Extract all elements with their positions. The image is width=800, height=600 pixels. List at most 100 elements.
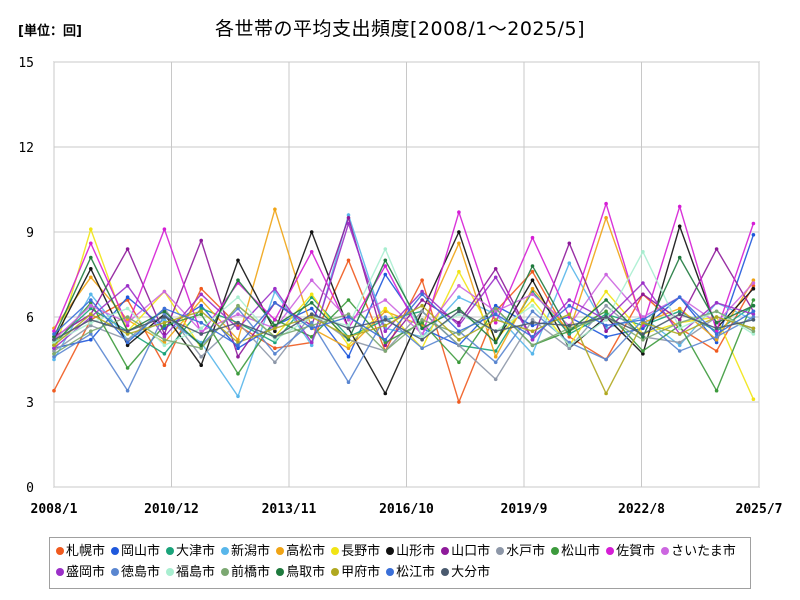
data-point bbox=[162, 320, 167, 325]
legend-item: 札幌市 bbox=[56, 541, 105, 562]
data-point bbox=[641, 318, 645, 322]
data-point bbox=[52, 343, 56, 348]
data-point bbox=[125, 320, 130, 325]
series-line bbox=[53, 310, 754, 341]
data-point bbox=[273, 340, 277, 345]
data-point bbox=[89, 303, 93, 308]
x-axis: 2008/1 2010/12 2013/11 2016/10 2019/9 2022/8 2… bbox=[31, 502, 783, 517]
data-point bbox=[89, 318, 93, 322]
data-point bbox=[530, 286, 535, 291]
legend-label: 札幌市 bbox=[66, 544, 106, 559]
data-point bbox=[199, 343, 203, 348]
data-point bbox=[493, 309, 498, 314]
x-tick-label: 2016/10 bbox=[379, 502, 434, 517]
legend-item: 松山市 bbox=[551, 541, 600, 562]
data-point bbox=[236, 354, 240, 359]
data-point bbox=[125, 318, 130, 322]
legend-label: さいたま市 bbox=[671, 544, 736, 559]
data-point bbox=[309, 315, 314, 319]
data-point bbox=[89, 312, 93, 317]
data-point bbox=[457, 343, 461, 348]
data-point bbox=[162, 289, 167, 294]
legend-label: 大津市 bbox=[176, 544, 216, 559]
data-point bbox=[346, 343, 351, 348]
data-point bbox=[457, 360, 461, 365]
data-point bbox=[162, 337, 167, 342]
data-point bbox=[125, 247, 130, 251]
data-point bbox=[567, 343, 572, 348]
legend-item: 松江市 bbox=[386, 562, 435, 583]
data-point bbox=[530, 329, 535, 334]
data-point bbox=[89, 292, 93, 297]
data-point bbox=[641, 250, 645, 254]
data-point bbox=[677, 204, 682, 209]
data-point bbox=[383, 298, 388, 302]
data-point bbox=[52, 335, 56, 339]
data-point bbox=[493, 303, 498, 308]
x-tick-label: 2010/12 bbox=[144, 502, 199, 517]
data-point bbox=[273, 329, 277, 334]
data-point bbox=[677, 306, 682, 311]
legend-item: 高松市 bbox=[276, 541, 325, 562]
x-tick-label: 2019/9 bbox=[501, 502, 548, 517]
data-point bbox=[89, 320, 93, 325]
data-point bbox=[346, 318, 351, 322]
data-point bbox=[530, 235, 535, 240]
legend-label: 山口市 bbox=[451, 544, 491, 559]
data-point bbox=[162, 315, 167, 319]
data-point bbox=[420, 318, 424, 322]
data-point bbox=[199, 332, 203, 336]
data-point bbox=[236, 394, 240, 399]
data-point bbox=[714, 337, 719, 342]
data-point bbox=[199, 298, 203, 302]
data-point bbox=[457, 312, 461, 317]
data-point bbox=[52, 349, 56, 353]
data-point bbox=[346, 298, 351, 302]
data-point bbox=[530, 278, 535, 283]
data-point bbox=[309, 250, 314, 254]
data-point bbox=[162, 340, 167, 345]
data-point bbox=[420, 298, 424, 302]
data-point bbox=[89, 323, 93, 328]
legend-marker bbox=[551, 547, 560, 555]
data-point bbox=[199, 238, 203, 243]
legend-marker bbox=[331, 568, 340, 576]
data-point bbox=[677, 340, 682, 345]
data-point bbox=[567, 298, 572, 302]
legend-item: 福島市 bbox=[166, 562, 215, 583]
legend-marker bbox=[661, 547, 670, 555]
data-point bbox=[751, 332, 756, 336]
data-point bbox=[52, 329, 56, 334]
data-point bbox=[89, 337, 93, 342]
data-point bbox=[199, 312, 203, 317]
data-point bbox=[677, 255, 682, 260]
legend-label: 松江市 bbox=[396, 565, 436, 580]
data-point bbox=[383, 264, 388, 268]
data-point bbox=[236, 326, 240, 331]
series-line bbox=[53, 215, 755, 359]
data-point bbox=[236, 258, 240, 263]
data-point bbox=[457, 284, 461, 288]
data-point bbox=[199, 309, 203, 314]
legend: 札幌市 岡山市 大津市 新潟市 高松市 長野市 山形市 山口市 水戸市 松山市 佐賀市 さいたま市盛岡… bbox=[49, 537, 751, 589]
legend-marker bbox=[606, 547, 615, 555]
legend-label: 長野市 bbox=[341, 544, 381, 559]
data-point bbox=[383, 272, 388, 277]
data-point bbox=[273, 360, 277, 365]
data-point bbox=[493, 340, 498, 345]
data-point bbox=[530, 318, 535, 322]
data-point bbox=[751, 318, 756, 322]
x-tick-label: 2013/11 bbox=[262, 502, 317, 517]
x-tick-label: 2022/8 bbox=[618, 502, 665, 517]
data-point bbox=[677, 343, 682, 348]
legend-item: 盛岡市 bbox=[56, 562, 105, 583]
series-layer bbox=[52, 201, 756, 405]
data-point bbox=[273, 301, 277, 305]
data-point bbox=[457, 306, 461, 311]
data-point bbox=[346, 216, 351, 220]
data-point bbox=[457, 269, 461, 274]
data-point bbox=[493, 267, 498, 271]
data-point bbox=[604, 391, 608, 396]
data-point bbox=[273, 286, 277, 291]
legend-label: 水戸市 bbox=[506, 544, 546, 559]
